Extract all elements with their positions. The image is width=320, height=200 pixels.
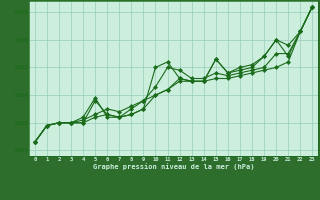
X-axis label: Graphe pression niveau de la mer (hPa): Graphe pression niveau de la mer (hPa) xyxy=(93,163,254,170)
